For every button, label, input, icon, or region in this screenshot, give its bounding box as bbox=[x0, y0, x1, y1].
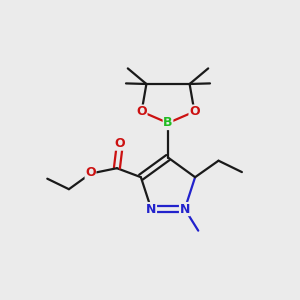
Text: O: O bbox=[115, 137, 125, 150]
Text: B: B bbox=[163, 116, 173, 130]
Text: N: N bbox=[146, 202, 156, 216]
Text: N: N bbox=[180, 202, 190, 216]
Text: O: O bbox=[85, 166, 96, 178]
Text: O: O bbox=[136, 105, 147, 118]
Text: O: O bbox=[189, 105, 200, 118]
